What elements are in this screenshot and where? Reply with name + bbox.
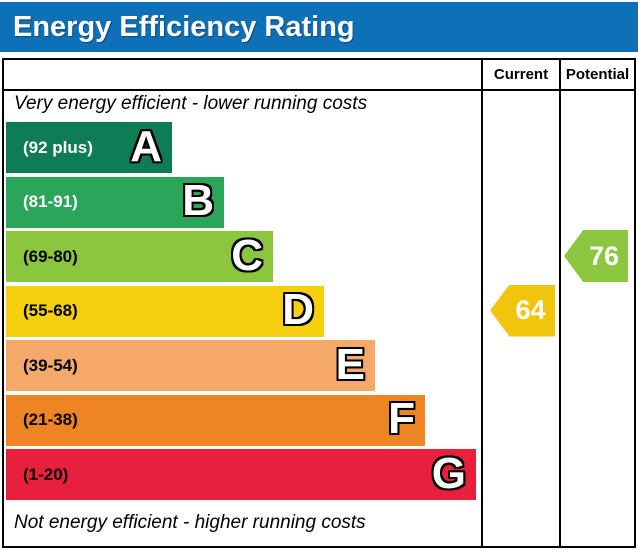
- band-range-label: (81-91): [23, 192, 78, 211]
- band-c: (69-80) C: [6, 231, 273, 282]
- band-letter: C: [231, 230, 263, 280]
- page-title: Energy Efficiency Rating: [13, 11, 355, 43]
- band-letter: A: [130, 121, 162, 171]
- band-e: (39-54) E: [6, 340, 375, 391]
- band-b: (81-91) B: [6, 176, 224, 228]
- title-banner: Energy Efficiency Rating: [0, 2, 638, 52]
- top-note: Very energy efficient - lower running co…: [14, 93, 368, 114]
- current-rating-pointer: 64: [490, 284, 555, 337]
- current-column-divider: [481, 60, 483, 546]
- band-g: (1-20) G: [6, 449, 476, 500]
- band-letter: D: [282, 285, 314, 335]
- potential-column-divider: [559, 60, 561, 546]
- rating-table: Current Potential Very energy efficient …: [2, 58, 636, 548]
- band-f: (21-38) F: [6, 394, 425, 446]
- band-range-label: (92 plus): [23, 137, 93, 157]
- band-range-label: (55-68): [23, 301, 78, 320]
- potential-rating-pointer: 76: [564, 230, 628, 282]
- band-letter: E: [335, 339, 365, 389]
- band-range-label: (39-54): [23, 355, 78, 375]
- band-letter: B: [182, 176, 214, 226]
- header-underline: [4, 89, 634, 91]
- band-d: (55-68) D: [6, 285, 324, 337]
- potential-rating-value: 76: [588, 240, 620, 271]
- potential-column-header: Potential: [565, 66, 630, 83]
- band-letter: F: [388, 394, 415, 444]
- current-column-header: Current: [493, 66, 549, 83]
- band-a: (92 plus) A: [6, 122, 172, 173]
- band-range-label: (21-38): [23, 410, 78, 429]
- band-range-label: (1-20): [23, 464, 69, 484]
- bottom-note: Not energy efficient - higher running co…: [14, 512, 366, 533]
- band-range-label: (69-80): [23, 246, 78, 266]
- band-letter: G: [431, 448, 466, 498]
- current-rating-value: 64: [515, 295, 546, 325]
